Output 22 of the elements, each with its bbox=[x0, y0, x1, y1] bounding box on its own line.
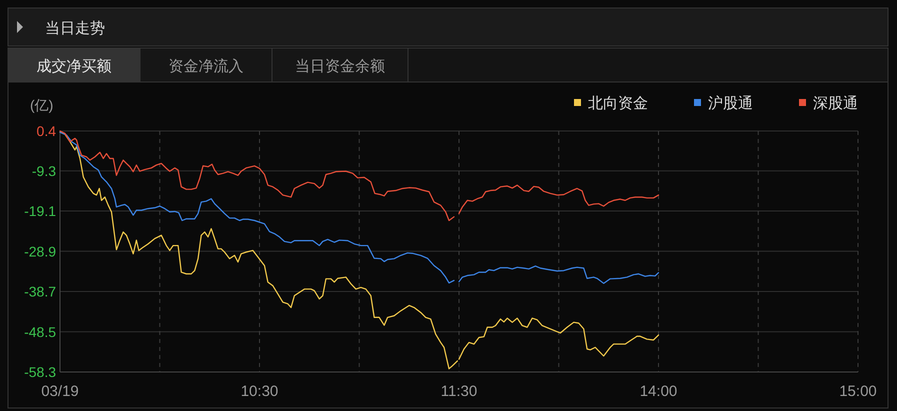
x-tick-label: 15:00 bbox=[839, 383, 877, 400]
x-tick-label: 14:00 bbox=[640, 383, 678, 400]
legend-label: 沪股通 bbox=[708, 95, 753, 112]
y-tick-label: -58.3 bbox=[24, 364, 56, 380]
x-tick-label: 11:30 bbox=[440, 383, 478, 400]
chart-title: 当日走势 bbox=[45, 20, 105, 37]
text: 当日资金余额 bbox=[295, 58, 385, 75]
y-tick-label: -28.9 bbox=[24, 243, 56, 260]
line-series bbox=[59, 130, 455, 222]
y-tick-label: 0.4 bbox=[36, 123, 56, 139]
y-tick-label: -19.1 bbox=[24, 203, 56, 220]
y-tick-label: -9.3 bbox=[32, 162, 56, 179]
legend-label: 深股通 bbox=[813, 95, 858, 112]
y-tick-label: -38.7 bbox=[24, 284, 56, 300]
y-axis-title: (亿) bbox=[30, 97, 54, 113]
x-tick-label: 10:30 bbox=[240, 383, 278, 400]
text: 资金净流入 bbox=[168, 58, 244, 75]
y-tick-label: -48.5 bbox=[24, 324, 56, 340]
line-series bbox=[59, 132, 455, 284]
x-tick-label: 03/19 bbox=[41, 383, 79, 400]
legend-label: 北向资金 bbox=[588, 95, 648, 112]
text: 成交净买额 bbox=[36, 58, 112, 75]
